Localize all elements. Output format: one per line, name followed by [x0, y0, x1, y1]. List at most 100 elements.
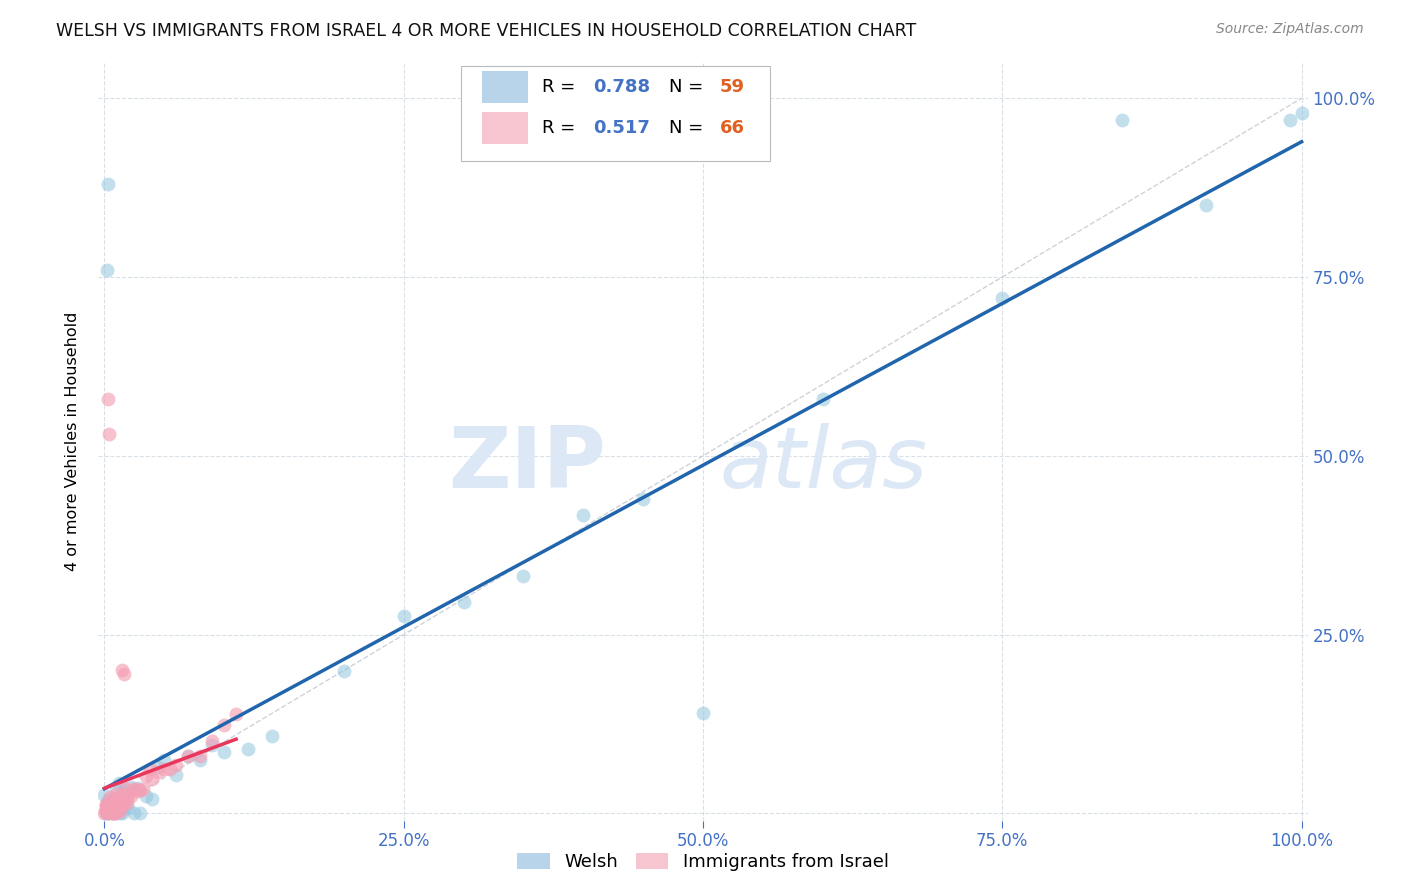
Text: Source: ZipAtlas.com: Source: ZipAtlas.com — [1216, 22, 1364, 37]
Point — [97, 177, 120, 191]
Point — [165, 758, 187, 772]
Text: 0.788: 0.788 — [593, 78, 650, 96]
Text: 0.517: 0.517 — [593, 120, 650, 137]
Point — [93, 789, 115, 803]
Point — [236, 741, 259, 756]
Point — [135, 789, 157, 804]
Point — [177, 748, 200, 763]
Point — [105, 781, 128, 796]
Point — [811, 392, 834, 406]
Point — [94, 797, 117, 812]
Point — [103, 799, 125, 814]
Text: N =: N = — [669, 78, 709, 96]
Point — [103, 797, 125, 812]
Point — [100, 805, 122, 819]
Point — [100, 795, 122, 809]
Point — [165, 768, 187, 782]
Point — [453, 595, 475, 609]
Point — [98, 797, 121, 812]
Point — [96, 806, 118, 821]
Point — [201, 738, 224, 752]
Point — [122, 781, 145, 796]
Point — [96, 797, 118, 811]
Point — [1291, 105, 1313, 120]
FancyBboxPatch shape — [482, 71, 527, 103]
Text: 59: 59 — [720, 78, 745, 96]
Point — [101, 796, 124, 810]
Text: N =: N = — [669, 120, 709, 137]
Point — [129, 783, 152, 797]
Point — [104, 800, 127, 814]
Point — [100, 801, 122, 815]
Point — [112, 784, 135, 798]
Point — [260, 729, 283, 743]
Point — [111, 796, 134, 810]
Point — [111, 806, 134, 821]
Point — [159, 762, 181, 776]
Point — [110, 798, 132, 813]
Point — [94, 803, 117, 817]
Point — [96, 800, 118, 814]
Point — [177, 749, 200, 764]
Point — [103, 798, 125, 813]
Point — [105, 797, 128, 812]
Point — [100, 805, 122, 819]
Point — [112, 667, 135, 681]
Point — [97, 806, 120, 821]
Point — [104, 806, 127, 821]
Point — [111, 664, 134, 678]
Text: WELSH VS IMMIGRANTS FROM ISRAEL 4 OR MORE VEHICLES IN HOUSEHOLD CORRELATION CHAR: WELSH VS IMMIGRANTS FROM ISRAEL 4 OR MOR… — [56, 22, 917, 40]
Point — [114, 781, 136, 796]
Point — [107, 799, 129, 814]
Point — [112, 795, 135, 809]
Point — [107, 793, 129, 807]
Point — [148, 759, 170, 773]
Point — [100, 798, 122, 813]
Point — [110, 801, 132, 815]
Point — [101, 806, 124, 821]
Point — [153, 753, 176, 767]
Point — [120, 789, 142, 803]
Point — [129, 806, 152, 821]
Point — [512, 569, 534, 583]
Point — [108, 793, 131, 807]
Point — [111, 787, 134, 801]
Point — [101, 795, 124, 809]
Point — [96, 805, 118, 819]
Point — [93, 806, 115, 821]
Point — [97, 392, 120, 406]
Point — [225, 706, 247, 721]
Point — [1111, 112, 1133, 127]
Point — [117, 800, 139, 814]
Point — [97, 800, 120, 814]
Point — [112, 795, 135, 809]
Point — [139, 762, 162, 776]
FancyBboxPatch shape — [461, 66, 769, 161]
Y-axis label: 4 or more Vehicles in Household: 4 or more Vehicles in Household — [65, 312, 80, 571]
Point — [98, 805, 121, 819]
Point — [100, 801, 122, 815]
Point — [572, 508, 595, 523]
Text: R =: R = — [543, 78, 581, 96]
Point — [115, 796, 138, 810]
Point — [98, 797, 121, 812]
Point — [94, 806, 117, 821]
Point — [115, 791, 138, 805]
Point — [135, 769, 157, 783]
Point — [101, 806, 124, 821]
Point — [107, 803, 129, 817]
Text: 66: 66 — [720, 120, 745, 137]
Point — [105, 787, 128, 801]
Point — [98, 427, 121, 442]
Point — [97, 793, 120, 807]
Point — [98, 801, 121, 815]
Point — [105, 806, 128, 821]
Point — [107, 798, 129, 813]
Point — [132, 782, 155, 797]
Text: atlas: atlas — [720, 423, 928, 506]
Point — [100, 805, 122, 819]
Point — [188, 753, 211, 767]
Point — [188, 748, 211, 763]
Point — [141, 791, 163, 805]
Point — [94, 801, 117, 815]
